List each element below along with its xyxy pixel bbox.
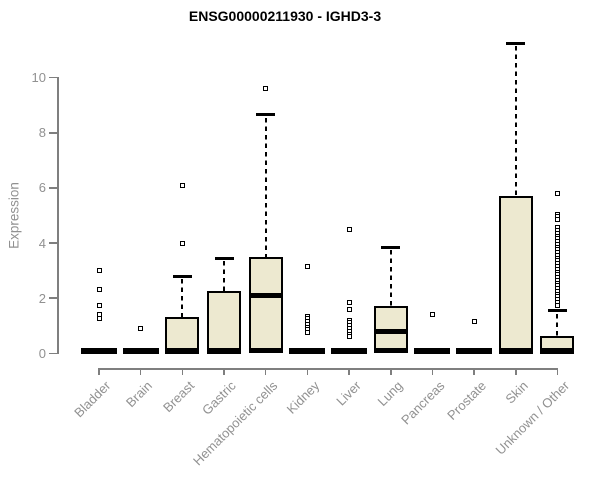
median-line [540,349,575,355]
outlier-point [96,302,102,308]
x-axis-tick [98,368,100,375]
collapsed-box-bar [122,348,159,355]
collapsed-box-bar [414,348,451,355]
collapsed-box-bar [289,348,326,355]
outlier-point [96,287,102,293]
x-axis-tick [515,368,517,375]
outlier-point [429,312,435,318]
x-category-label: Bladder [71,378,114,421]
outlier-point [263,86,269,92]
y-axis-tick [49,352,57,355]
upper-whisker-cap [506,41,526,45]
upper-whisker-cap [547,309,567,313]
x-category-label: Pancreas [397,378,448,428]
collapsed-box-bar [456,348,493,355]
x-category-label: Breast [159,378,197,416]
y-tick-label: 8 [38,125,46,141]
x-axis-tick [348,368,350,375]
x-category-label: Liver [333,378,364,409]
upper-whisker-cap [256,113,276,117]
x-axis-tick [390,368,392,375]
outlier-point [138,325,144,331]
y-tick-label: 10 [31,70,46,86]
y-tick-label: 6 [38,180,46,196]
median-line [248,292,283,298]
y-tick-label: 2 [38,290,46,306]
outlier-point [179,182,185,188]
outlier-point [96,268,102,274]
x-axis-tick [306,368,309,375]
x-axis-tick [431,368,434,375]
x-axis-line [98,368,559,370]
outlier-point [554,302,560,308]
x-axis-tick [473,368,475,375]
median-line [165,349,200,355]
y-tick-label: 0 [38,345,46,361]
median-line [207,349,242,355]
x-category-label: Lung [374,378,406,410]
upper-whisker-line [556,313,559,337]
box-iqr [498,196,533,354]
upper-whisker-cap [172,274,192,278]
x-axis-tick [264,368,267,375]
y-axis-tick [49,187,57,189]
x-category-label: Prostate [443,378,489,423]
y-axis-tick [49,242,57,244]
box-iqr [207,291,242,354]
x-category-label: Skin [501,378,531,407]
upper-whisker-line [514,46,517,197]
outlier-point [179,240,185,246]
outlier-point [554,217,560,223]
upper-whisker-line [389,250,392,306]
collapsed-box-bar [81,348,117,355]
box-base-bar [373,348,408,354]
y-axis-tick [49,297,57,299]
upper-whisker-cap [214,256,234,260]
median-line [498,349,533,355]
x-category-label: Kidney [283,378,323,417]
outlier-point [304,263,310,269]
outlier-point [346,299,352,305]
box-base-bar [248,348,283,354]
y-tick-label: 4 [38,235,46,251]
box-iqr [248,256,283,354]
x-axis-tick [139,368,142,375]
x-category-label: Brain [123,378,156,411]
median-line [373,329,408,335]
y-axis-tick [49,76,57,79]
upper-whisker-line [264,117,267,257]
x-category-label: Gastric [198,378,239,418]
outlier-point [96,315,102,321]
x-category-label: Unknown / Other [492,378,573,458]
outlier-point [346,334,352,340]
upper-whisker-cap [381,245,401,249]
outlier-point [346,226,352,232]
outlier-point [554,190,560,196]
x-axis-tick [181,368,184,375]
upper-whisker-line [181,279,184,318]
y-axis-tick [49,132,57,134]
x-axis-tick [556,368,559,375]
collapsed-box-bar [331,348,368,355]
y-axis-line [57,77,59,354]
x-axis-tick [223,368,225,375]
upper-whisker-line [223,261,226,292]
outlier-point [346,306,352,312]
chart-title: ENSG00000211930 - IGHD3-3 [188,8,382,24]
outlier-point [471,319,477,325]
box-iqr [165,317,200,354]
outlier-point [304,330,310,336]
